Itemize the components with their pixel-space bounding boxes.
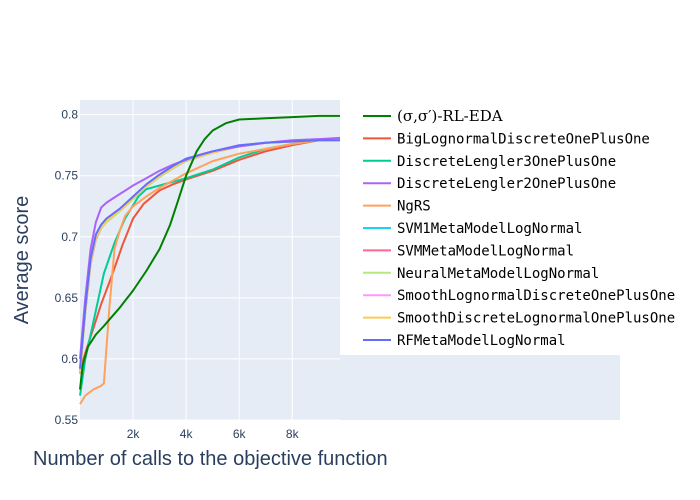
legend[interactable]: (σ,σ′)-RL-EDA BigLognormalDiscreteOnePlus… — [363, 107, 675, 349]
legend-label[interactable]: SVMMetaModelLogNormal — [397, 243, 574, 259]
series-line — [79, 114, 340, 390]
x-tick-label: 2k — [127, 427, 141, 441]
legend-label[interactable]: NgRS — [397, 199, 431, 215]
y-tick-label: 0.7 — [61, 230, 78, 244]
series-lines — [79, 114, 341, 405]
y-axis-title: Average score — [11, 196, 33, 325]
legend-label[interactable]: SmoothLognormalDiscreteOnePlusOne — [397, 288, 675, 304]
y-tick-label: 0.55 — [55, 413, 79, 427]
y-tick-label: 0.75 — [55, 169, 79, 183]
y-tick-label: 0.6 — [61, 352, 78, 366]
legend-label[interactable]: BigLognormalDiscreteOnePlusOne — [397, 131, 650, 147]
legend-label[interactable]: SVM1MetaModelLogNormal — [397, 221, 582, 237]
x-tick-label: 6k — [233, 427, 247, 441]
x-axis-title: Number of calls to the objective functio… — [33, 448, 388, 470]
y-tick-label: 0.8 — [61, 108, 78, 122]
x-tick-label: 8k — [286, 427, 300, 441]
legend-label[interactable]: (σ,σ′)-RL-EDA — [397, 107, 503, 125]
series-line — [79, 136, 341, 405]
plot-area — [80, 100, 340, 420]
legend-background — [340, 355, 620, 420]
y-axis-ticks: 0.55 0.6 0.65 0.7 0.75 0.8 — [55, 108, 79, 427]
legend-label[interactable]: RFMetaModelLogNormal — [397, 333, 566, 349]
legend-label[interactable]: SmoothDiscreteLognormalOnePlusOne — [397, 311, 675, 327]
series-line — [79, 139, 340, 369]
series-line — [79, 138, 341, 372]
x-axis-ticks: 2k 4k 6k 8k — [127, 427, 300, 441]
legend-label[interactable]: DiscreteLengler2OnePlusOne — [397, 176, 616, 192]
legend-label[interactable]: NeuralMetaModelLogNormal — [397, 266, 599, 282]
y-tick-label: 0.65 — [55, 291, 79, 305]
x-tick-label: 4k — [180, 427, 194, 441]
legend-label[interactable]: DiscreteLengler3OnePlusOne — [397, 154, 616, 170]
